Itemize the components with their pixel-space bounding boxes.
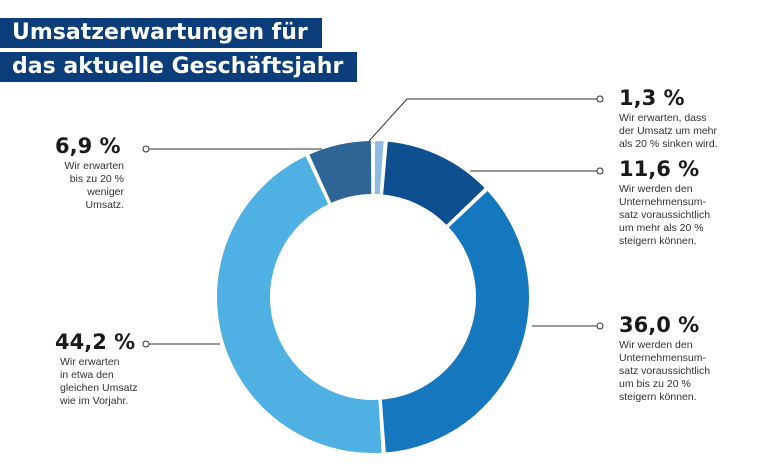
slice-44-2-description: Wir erwarten in etwa den gleichen Umsatz… bbox=[60, 356, 138, 407]
leader-dot-1-3 bbox=[596, 95, 604, 103]
chart-title-line-1: Umsatzerwartungen für bbox=[0, 18, 322, 48]
slice-6-9-description: Wir erwarten bis zu 20 % weniger Umsatz. bbox=[64, 160, 124, 211]
leader-line-1-3 bbox=[368, 98, 600, 142]
slice-36-0-description: Wir werden den Unternehmensum- satz vora… bbox=[619, 339, 711, 403]
slice-44-2 bbox=[215, 153, 384, 455]
leader-dot-11-6 bbox=[596, 167, 604, 175]
slice-44-2-percent-label: 44,2 % bbox=[55, 330, 136, 354]
slice-11-6-percent-label: 11,6 % bbox=[619, 157, 700, 181]
slice-11-6-description: Wir werden den Unternehmensum- satz vora… bbox=[619, 183, 711, 247]
slice-1-3-description: Wir erwarten, dass der Umsatz um mehr al… bbox=[619, 112, 718, 150]
leader-lines bbox=[142, 95, 604, 348]
leader-dot-44-2 bbox=[142, 340, 150, 348]
chart-title-line-2: das aktuelle Geschäftsjahr bbox=[0, 52, 358, 82]
leader-dot-6-9 bbox=[142, 145, 150, 153]
leader-dot-36-0 bbox=[596, 322, 604, 330]
slice-1-3-percent-label: 1,3 % bbox=[619, 86, 685, 110]
slice-6-9-percent-label: 6,9 % bbox=[55, 134, 121, 158]
slice-36-0 bbox=[379, 188, 531, 455]
donut-slices bbox=[215, 138, 531, 455]
slice-36-0-percent-label: 36,0 % bbox=[619, 313, 700, 337]
slice-1-3 bbox=[372, 138, 386, 197]
slice-6-9 bbox=[306, 138, 374, 206]
slice-11-6 bbox=[380, 139, 488, 228]
